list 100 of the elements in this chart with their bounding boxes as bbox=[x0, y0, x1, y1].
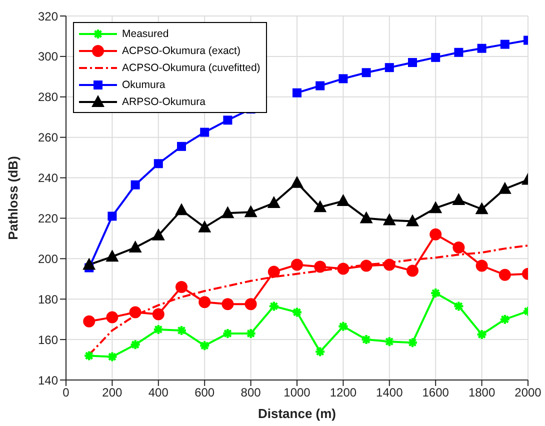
point bbox=[406, 264, 418, 277]
point bbox=[499, 314, 510, 325]
point bbox=[130, 180, 140, 190]
point bbox=[222, 328, 234, 340]
point bbox=[200, 128, 210, 137]
y-tick-label: 260 bbox=[38, 130, 58, 145]
point bbox=[175, 203, 188, 216]
point bbox=[476, 328, 488, 340]
point bbox=[500, 40, 510, 49]
point bbox=[406, 336, 418, 348]
point bbox=[382, 213, 396, 226]
x-tick-label: 0 bbox=[62, 386, 70, 400]
point bbox=[130, 339, 141, 350]
point bbox=[199, 340, 210, 352]
legend-label: ACPSO-Okumura (cuvefitted) bbox=[122, 62, 260, 74]
point bbox=[106, 311, 118, 324]
x-tick-label: 2000 bbox=[514, 386, 542, 400]
point bbox=[244, 205, 258, 218]
x-tick-label: 1200 bbox=[330, 386, 357, 400]
point bbox=[152, 228, 165, 240]
point bbox=[244, 298, 257, 310]
point bbox=[360, 260, 372, 272]
x-axis-title: Distance (m) bbox=[258, 406, 336, 421]
x-tick-label: 1800 bbox=[468, 386, 496, 400]
point bbox=[245, 328, 256, 340]
point bbox=[384, 336, 395, 348]
point bbox=[452, 242, 465, 254]
point bbox=[154, 159, 163, 168]
point bbox=[176, 324, 188, 336]
point bbox=[316, 81, 325, 90]
point bbox=[452, 193, 466, 206]
point bbox=[475, 202, 488, 214]
legend-label: Measured bbox=[122, 28, 169, 40]
point bbox=[128, 240, 142, 253]
x-tick-label: 1600 bbox=[422, 386, 450, 400]
y-axis-title: Pathloss (dB) bbox=[6, 156, 21, 240]
point bbox=[336, 194, 350, 206]
point bbox=[291, 258, 303, 271]
y-tick-label: 200 bbox=[38, 252, 58, 266]
point bbox=[291, 306, 303, 318]
point bbox=[498, 268, 511, 281]
point bbox=[267, 196, 280, 208]
point bbox=[360, 334, 372, 346]
point bbox=[223, 116, 232, 125]
y-tick-label: 280 bbox=[38, 90, 58, 104]
point bbox=[431, 52, 440, 62]
point bbox=[408, 58, 417, 68]
y-tick-label: 160 bbox=[38, 332, 58, 347]
point bbox=[360, 211, 373, 224]
point bbox=[176, 280, 188, 293]
point bbox=[152, 308, 164, 320]
point bbox=[314, 346, 326, 358]
legend-label: ACPSO-Okumura (exact) bbox=[122, 44, 240, 56]
x-tick-label: 1400 bbox=[376, 386, 404, 400]
point bbox=[268, 300, 280, 312]
x-tick-label: 600 bbox=[194, 386, 215, 400]
point bbox=[476, 260, 488, 272]
point bbox=[337, 262, 350, 275]
point bbox=[129, 306, 142, 318]
x-tick-label: 800 bbox=[240, 386, 262, 400]
point bbox=[152, 324, 164, 336]
legend-label: ARPSO-Okumura bbox=[122, 96, 206, 108]
point bbox=[84, 350, 95, 362]
y-tick-label: 240 bbox=[38, 171, 58, 186]
point bbox=[83, 315, 96, 328]
y-tick-label: 300 bbox=[38, 50, 58, 64]
y-tick-label: 320 bbox=[38, 9, 58, 24]
point bbox=[108, 212, 117, 221]
point bbox=[177, 142, 186, 151]
point bbox=[362, 68, 371, 78]
point bbox=[430, 287, 442, 299]
point bbox=[429, 201, 442, 214]
y-tick-label: 180 bbox=[38, 292, 58, 306]
point bbox=[106, 250, 119, 262]
point bbox=[384, 63, 394, 72]
point bbox=[198, 220, 212, 232]
point bbox=[198, 296, 211, 308]
point bbox=[454, 48, 464, 57]
point bbox=[453, 300, 464, 312]
point bbox=[290, 176, 304, 188]
point bbox=[338, 320, 349, 332]
x-tick-label: 1000 bbox=[284, 386, 311, 400]
y-tick-label: 140 bbox=[38, 373, 58, 388]
point bbox=[292, 88, 302, 98]
point bbox=[222, 298, 234, 310]
legend-label: Okumura bbox=[122, 78, 166, 90]
point bbox=[406, 214, 419, 226]
x-tick-label: 200 bbox=[102, 386, 123, 400]
point bbox=[221, 206, 234, 218]
x-tick-label: 400 bbox=[148, 386, 169, 400]
point bbox=[338, 74, 348, 84]
point bbox=[383, 258, 396, 271]
y-tick-label: 220 bbox=[38, 211, 58, 226]
point bbox=[477, 44, 486, 53]
point bbox=[498, 182, 512, 194]
point bbox=[314, 260, 326, 273]
point bbox=[314, 200, 327, 212]
point bbox=[430, 228, 442, 240]
point bbox=[268, 266, 280, 278]
point bbox=[106, 351, 118, 362]
